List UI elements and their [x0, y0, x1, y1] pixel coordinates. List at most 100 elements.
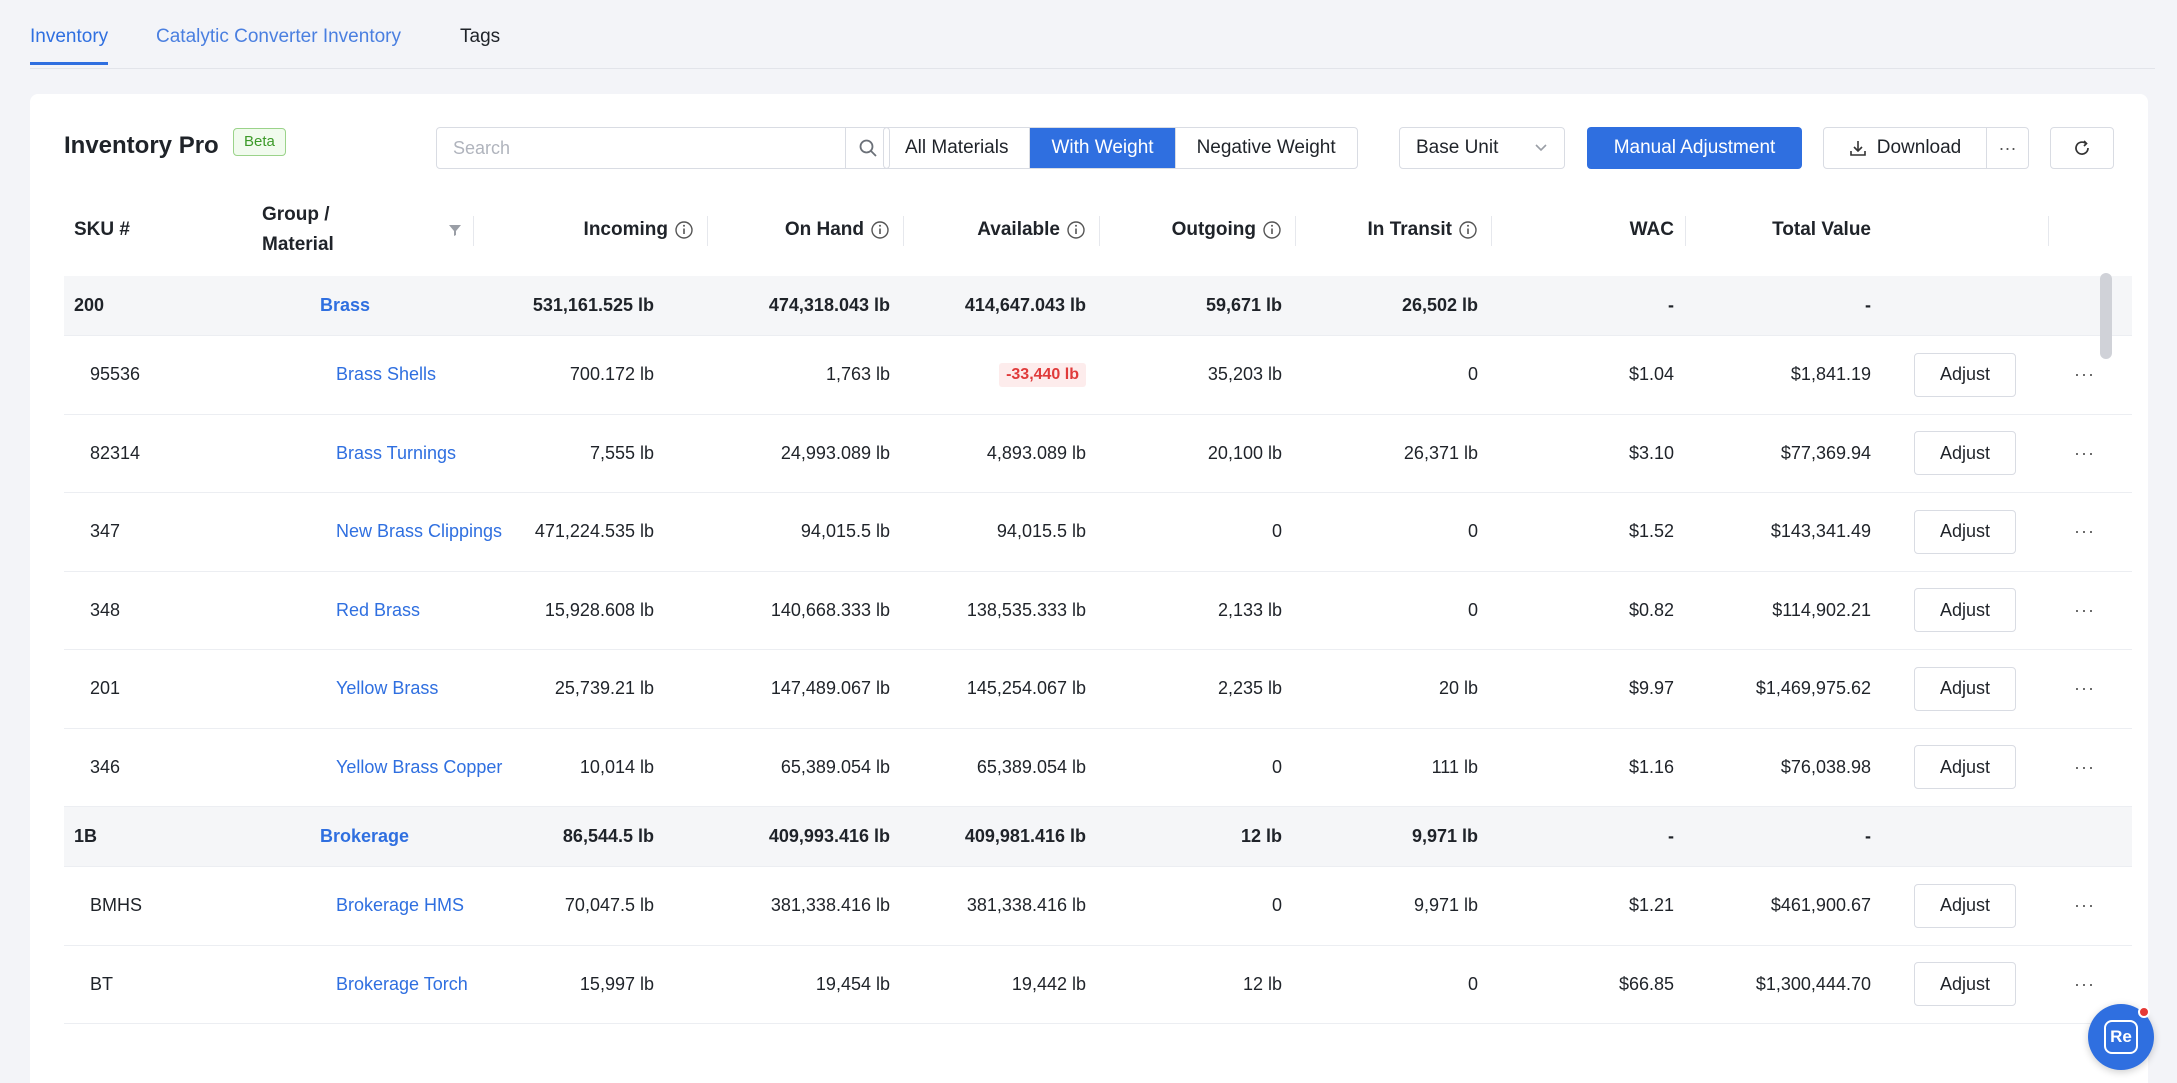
- col-in-transit[interactable]: In Transit: [1282, 184, 1492, 276]
- cell-available: 138,535.333 lb: [890, 572, 1086, 650]
- row-more-icon[interactable]: ···: [2074, 599, 2095, 620]
- cell-total: $1,841.19: [1684, 336, 1871, 414]
- filter-negative-weight[interactable]: Negative Weight: [1196, 137, 1336, 158]
- cell-value: 474,318.043 lb: [768, 295, 890, 315]
- cell-name[interactable]: Brass Shells: [336, 336, 554, 414]
- cell-value: 19,442 lb: [1011, 973, 1086, 994]
- col-group[interactable]: Group / Material: [262, 184, 422, 276]
- cell-value: $76,038.98: [1780, 756, 1871, 777]
- tab-tags[interactable]: Tags: [460, 26, 501, 47]
- adjust-button[interactable]: Adjust: [1914, 962, 2016, 1007]
- cell-outgoing: 12 lb: [1086, 946, 1282, 1024]
- adjust-button[interactable]: Adjust: [1914, 666, 2016, 711]
- cell-name[interactable]: Red Brass: [336, 572, 554, 650]
- material-filter: All Materials With Weight Negative Weigh…: [883, 127, 1358, 169]
- filter-with-weight[interactable]: With Weight: [1030, 128, 1176, 168]
- material-link[interactable]: Brokerage Torch: [336, 973, 468, 994]
- cell-incoming: 15,928.608 lb: [364, 572, 654, 650]
- search-input[interactable]: [437, 128, 817, 168]
- chevron-down-icon: [1535, 144, 1547, 152]
- row-more-icon[interactable]: ···: [2074, 756, 2095, 777]
- cell-name[interactable]: New Brass Clippings: [336, 493, 554, 571]
- row-more-icon[interactable]: ···: [2074, 895, 2095, 916]
- material-link[interactable]: Yellow Brass Copper: [336, 756, 503, 777]
- unit-select[interactable]: Base Unit: [1399, 127, 1565, 169]
- material-link[interactable]: Brokerage: [320, 826, 410, 846]
- info-icon: [1459, 221, 1477, 239]
- cell-wac: $66.85: [1484, 946, 1674, 1024]
- tab-catalytic-converter-inventory[interactable]: Catalytic Converter Inventory: [156, 26, 401, 47]
- cell-value: 409,981.416 lb: [964, 826, 1086, 846]
- row-more-icon[interactable]: ···: [2074, 442, 2095, 463]
- adjust-button[interactable]: Adjust: [1914, 883, 2016, 928]
- cell-value: 9,971 lb: [1413, 895, 1478, 916]
- cell-value: 94,015.5 lb: [800, 521, 890, 542]
- col-total-value[interactable]: Total Value: [1684, 184, 1871, 276]
- cell-name[interactable]: Yellow Brass: [336, 650, 554, 728]
- cell-outgoing: 35,203 lb: [1086, 336, 1282, 414]
- cell-value: $9.97: [1628, 678, 1674, 699]
- material-link[interactable]: Yellow Brass: [336, 678, 439, 699]
- cell-name[interactable]: Brokerage: [320, 807, 470, 866]
- row-more-icon[interactable]: ···: [2074, 521, 2095, 542]
- unit-select-value: Base Unit: [1416, 137, 1499, 158]
- tab-inventory[interactable]: Inventory: [30, 26, 109, 65]
- refresh-button[interactable]: [2050, 127, 2114, 169]
- material-link[interactable]: Brokerage HMS: [336, 895, 465, 916]
- cell-value: 4,893.089 lb: [986, 442, 1086, 463]
- filter-all-materials[interactable]: All Materials: [884, 128, 1031, 168]
- cell-value: 0: [1467, 521, 1478, 542]
- cell-more: ···: [2074, 867, 2114, 945]
- cell-value: 20 lb: [1438, 678, 1478, 699]
- search-button[interactable]: [845, 128, 889, 168]
- row-more-icon[interactable]: ···: [2074, 973, 2095, 994]
- cell-wac: -: [1484, 807, 1674, 866]
- table-scrollbar[interactable]: [2100, 273, 2112, 359]
- table-body: 200 Brass 531,161.525 lb 474,318.043 lb 414,…: [64, 276, 2132, 1024]
- adjust-button[interactable]: Adjust: [1914, 588, 2016, 633]
- cell-value: 0: [1467, 364, 1478, 385]
- col-available[interactable]: Available: [890, 184, 1100, 276]
- cell-wac: $1.16: [1484, 729, 1674, 807]
- cell-value: 26,502 lb: [1401, 295, 1478, 315]
- cell-value: 471,224.535 lb: [534, 521, 654, 542]
- cell-available: 381,338.416 lb: [890, 867, 1086, 945]
- col-on-hand[interactable]: On Hand: [694, 184, 904, 276]
- download-label: Download: [1876, 137, 1962, 158]
- table-row: 348 Red Brass 15,928.608 lb 140,668.333 lb 1…: [64, 572, 2132, 650]
- col-incoming[interactable]: Incoming: [474, 184, 708, 276]
- cell-value: -: [1865, 295, 1871, 315]
- cell-value: $114,902.21: [1772, 599, 1871, 620]
- cell-incoming: 25,739.21 lb: [364, 650, 654, 728]
- filter-icon[interactable]: [448, 184, 468, 276]
- download-button[interactable]: Download: [1824, 128, 1987, 168]
- manual-adjustment-button[interactable]: Manual Adjustment: [1587, 127, 1802, 169]
- cell-wac: $0.82: [1484, 572, 1674, 650]
- cell-outgoing: 2,133 lb: [1086, 572, 1282, 650]
- cell-in-transit: 26,371 lb: [1282, 415, 1478, 493]
- adjust-button[interactable]: Adjust: [1914, 745, 2016, 790]
- cell-name[interactable]: Yellow Brass Copper: [336, 729, 554, 807]
- material-link[interactable]: Brass Shells: [336, 364, 437, 385]
- cell-name[interactable]: Brokerage Torch: [336, 946, 554, 1024]
- info-icon: [1067, 221, 1085, 239]
- cell-name[interactable]: Brass Turnings: [336, 415, 554, 493]
- col-wac[interactable]: WAC: [1484, 184, 1686, 276]
- download-more-button[interactable]: ···: [1998, 137, 2017, 158]
- col-sku[interactable]: SKU #: [74, 219, 130, 240]
- assistant-button[interactable]: Re: [2088, 1004, 2154, 1070]
- material-link[interactable]: Brass: [320, 295, 371, 315]
- cell-wac: $1.21: [1484, 867, 1674, 945]
- material-link[interactable]: New Brass Clippings: [336, 521, 503, 542]
- material-link[interactable]: Red Brass: [336, 599, 421, 620]
- cell-name[interactable]: Brokerage HMS: [336, 867, 554, 945]
- cell-name[interactable]: Brass: [320, 276, 470, 335]
- col-outgoing[interactable]: Outgoing: [1086, 184, 1296, 276]
- cell-on-hand: 65,389.054 lb: [694, 729, 890, 807]
- adjust-button[interactable]: Adjust: [1914, 431, 2016, 476]
- adjust-button[interactable]: Adjust: [1914, 352, 2016, 397]
- adjust-button[interactable]: Adjust: [1914, 509, 2016, 554]
- row-more-icon[interactable]: ···: [2074, 364, 2095, 385]
- material-link[interactable]: Brass Turnings: [336, 442, 457, 463]
- row-more-icon[interactable]: ···: [2074, 678, 2095, 699]
